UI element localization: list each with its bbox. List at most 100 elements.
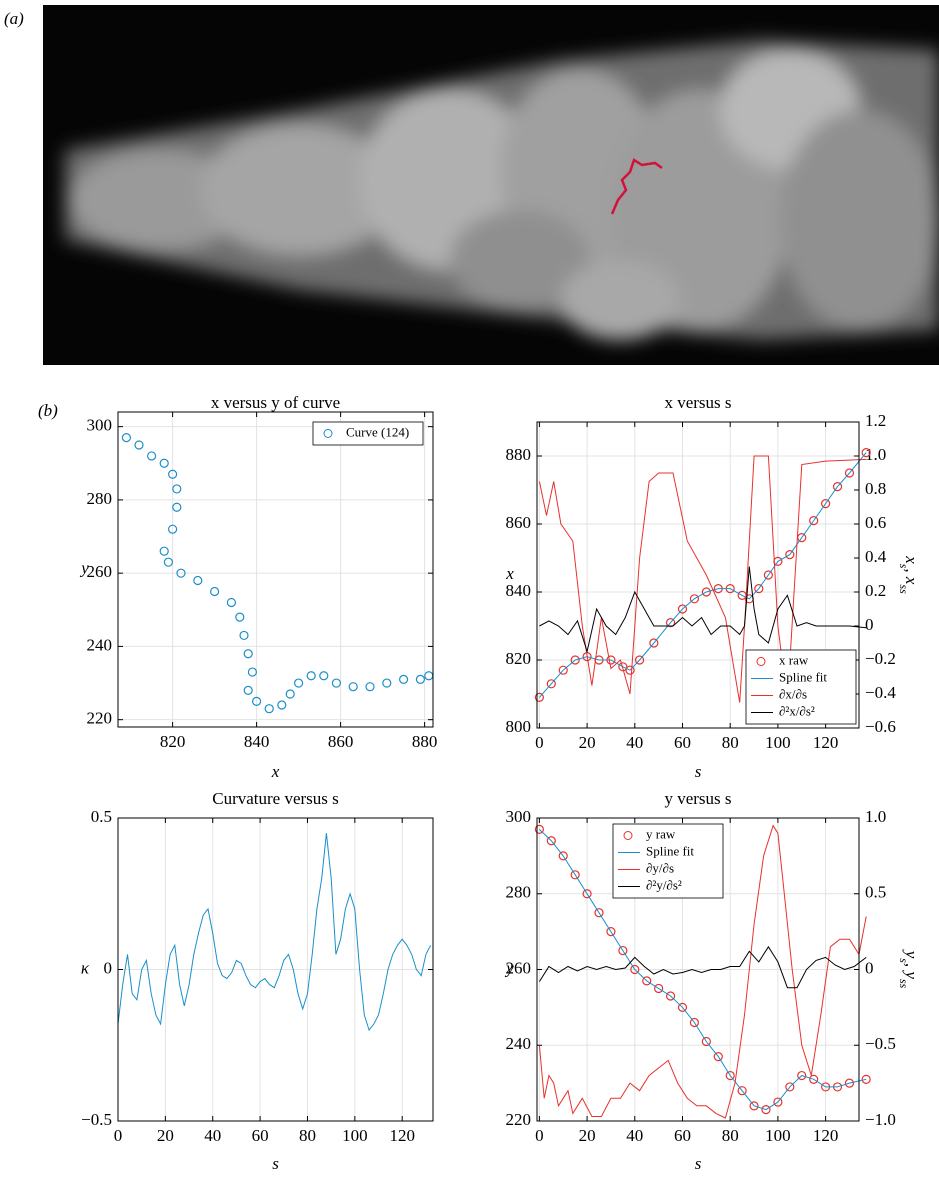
x-tick-label: 100 (765, 1126, 791, 1145)
y2-tick-label: 0.6 (865, 513, 886, 532)
data-point (319, 671, 329, 681)
y-tick-label: 260 (87, 562, 113, 581)
data-line (538, 455, 867, 703)
data-point (235, 612, 245, 622)
y2-tick-label: 1.0 (865, 807, 886, 826)
data-point (844, 1078, 855, 1088)
legend-label: ∂²x/∂s² (779, 703, 815, 718)
x-tick-label: 60 (252, 1126, 269, 1145)
data-point (606, 927, 616, 937)
data-point (243, 649, 253, 659)
data-point (737, 1086, 747, 1096)
x-tick-label: 100 (342, 1126, 368, 1145)
data-point (809, 515, 819, 526)
data-point (773, 1097, 783, 1107)
legend-marker (756, 657, 766, 666)
x-axis-label: s (695, 762, 702, 781)
panel-label: (b) (38, 401, 58, 420)
data-point (713, 1052, 723, 1062)
data-point (809, 1074, 819, 1084)
data-point (247, 667, 257, 677)
x-tick-label: 40 (626, 1126, 643, 1145)
x-tick-label: 20 (579, 733, 596, 752)
data-point (649, 638, 659, 648)
y2-tick-label: 0.8 (865, 479, 886, 498)
data-point (763, 570, 773, 580)
data-point (618, 945, 628, 956)
data-point (294, 678, 304, 688)
legend-label: ∂y/∂s (646, 860, 674, 875)
y2-tick-label: 1.0 (865, 445, 886, 464)
y-tick-label: 240 (87, 635, 113, 654)
data-point (226, 597, 236, 608)
y2-axis-label: ys, yss (897, 949, 921, 989)
data-point (306, 671, 316, 681)
data-point (147, 451, 157, 461)
legend-label: Curve (124) (346, 424, 409, 439)
y-tick-label: 880 (506, 445, 532, 464)
data-point (844, 468, 855, 478)
y2-tick-label: −0.6 (865, 717, 896, 736)
legend: x raw Spline fit ∂x/∂s ∂²x/∂s² (745, 649, 857, 725)
y2-tick-label: 1.2 (865, 411, 886, 430)
legend-label: x raw (779, 652, 809, 667)
x-tick-label: 100 (765, 733, 791, 752)
y-tick-label: 0.5 (91, 807, 112, 826)
x-tick-label: 0 (114, 1126, 123, 1145)
chart-title: x versus y of curve (211, 393, 340, 412)
data-point (252, 696, 262, 706)
data-line (539, 829, 867, 1111)
data-point (239, 630, 249, 641)
chart-title: y versus s (664, 789, 731, 808)
data-point (701, 1036, 711, 1047)
data-point (634, 655, 645, 665)
y2-tick-label: 0.2 (865, 581, 886, 600)
x-tick-label: 0 (535, 733, 544, 752)
data-point (582, 889, 592, 899)
chart-title: Curvature versus s (212, 789, 339, 808)
data-point (168, 524, 178, 534)
data-point (558, 851, 568, 861)
x-tick-label: 60 (674, 733, 691, 752)
x-tick-label: 840 (244, 732, 270, 751)
data-point (285, 689, 295, 699)
data-line (539, 566, 867, 654)
data-point (689, 1017, 700, 1028)
jet-image (43, 5, 939, 365)
legend-box (312, 421, 424, 446)
x-tick-label: 20 (157, 1126, 174, 1145)
y-axis-label: y (504, 958, 514, 977)
data-point (210, 586, 220, 597)
y-tick-label: −0.5 (81, 1110, 112, 1129)
x-tick-label: 820 (160, 732, 186, 751)
data-point (193, 575, 203, 586)
axes-frame (117, 411, 434, 728)
data-point (594, 908, 604, 918)
y2-axis-label-part: , y (902, 963, 921, 980)
y2-tick-label: 0 (865, 615, 874, 634)
legend-label: ∂x/∂s (779, 686, 807, 701)
x-tick-label: 120 (813, 1126, 839, 1145)
y2-axis-label-part: , x (902, 568, 921, 585)
y-axis-label: x (505, 564, 514, 583)
legend-label: ∂²y/∂s² (646, 877, 682, 892)
x-tick-label: 880 (412, 732, 438, 751)
chart: 0 20 40 60 80 100 120 800 820 840 860 880 −0.6 −0.4 −0… (505, 393, 921, 781)
data-point (159, 546, 169, 556)
data-point (331, 678, 341, 688)
legend-marker (623, 831, 633, 840)
y-tick-label: 300 (87, 416, 113, 435)
data-point (749, 1101, 759, 1111)
data-point (172, 484, 182, 494)
y2-tick-label: 0.4 (865, 547, 887, 566)
chart: 820 840 860 880 220 240 260 280 300 x versus y of… (79, 393, 437, 781)
data-point (754, 583, 764, 594)
data-point (618, 662, 628, 672)
data-point (415, 674, 425, 684)
y-tick-label: 280 (506, 883, 532, 902)
data-point (570, 870, 580, 880)
x-tick-label: 860 (328, 732, 354, 751)
data-point (159, 458, 169, 468)
x-axis-label: s (272, 1154, 279, 1173)
data-point (534, 692, 544, 703)
